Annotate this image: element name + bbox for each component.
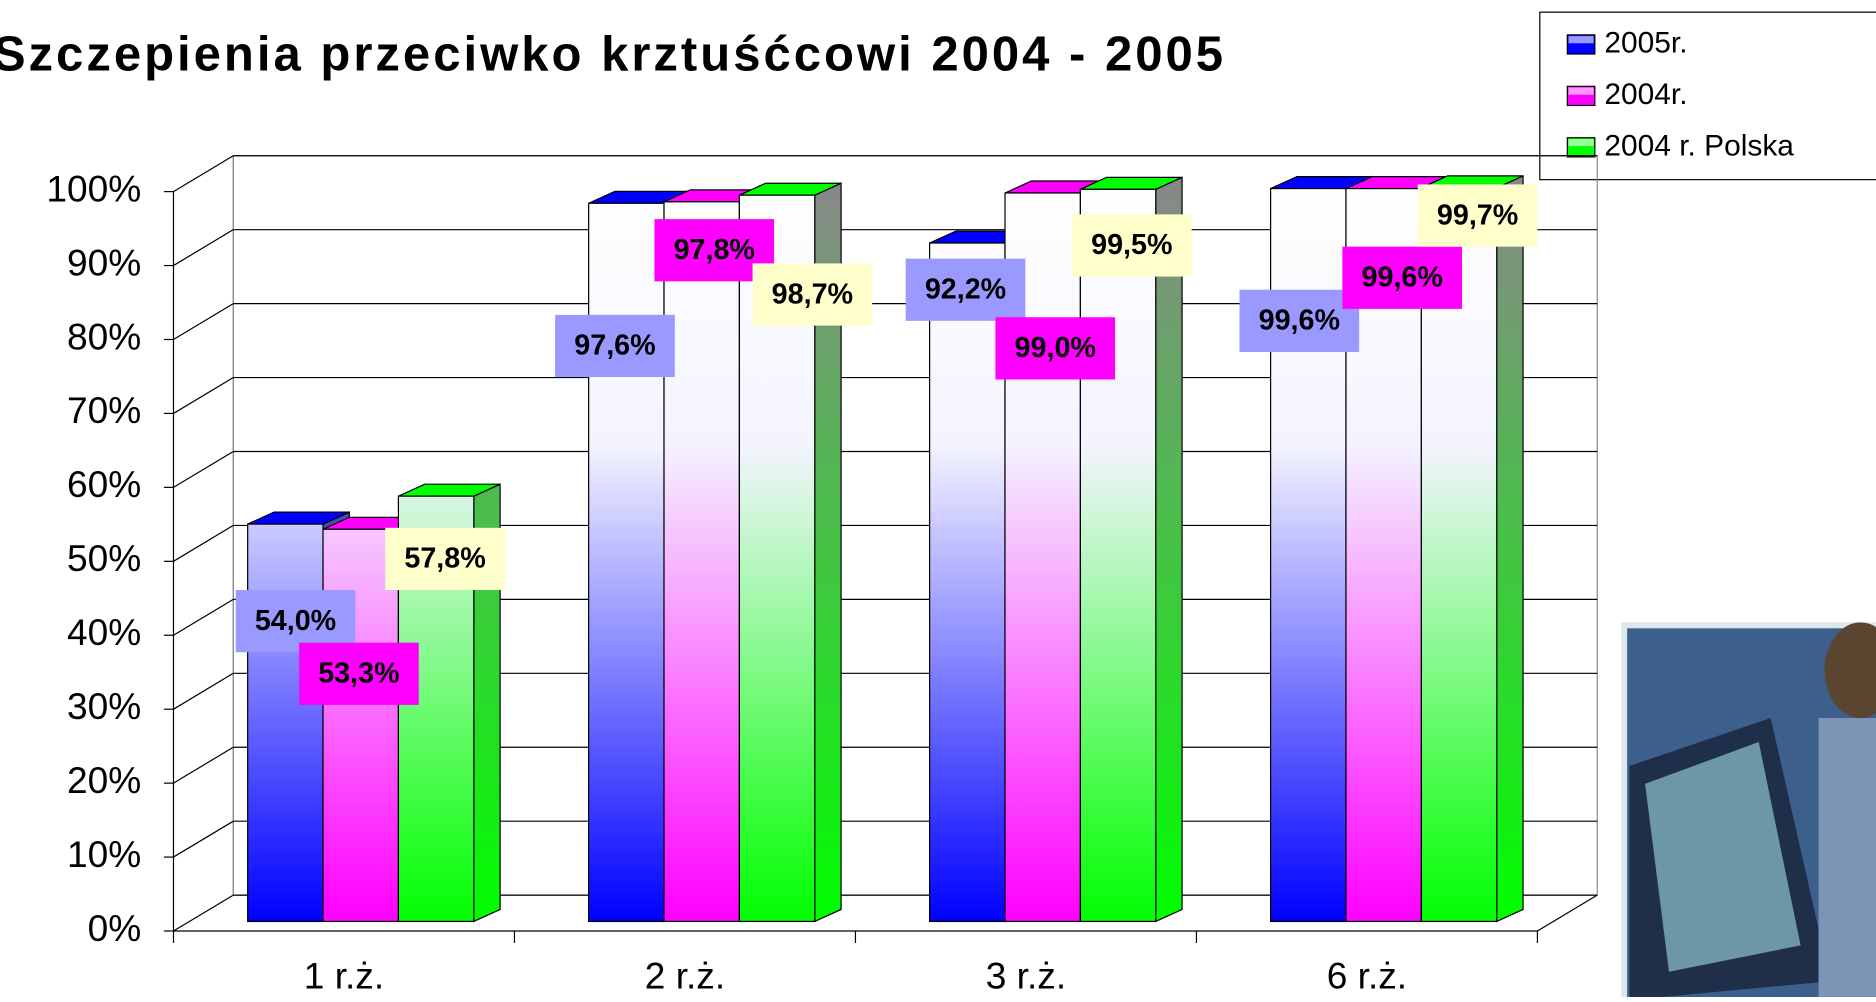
y-tick-label: 10% <box>67 833 141 875</box>
value-label: 99,7% <box>1437 199 1518 231</box>
grid-line-side <box>173 451 233 487</box>
grid-line-side <box>173 895 233 931</box>
photo <box>1621 622 1876 997</box>
legend-label: 2005r. <box>1604 26 1687 59</box>
value-label: 98,7% <box>772 278 853 310</box>
y-tick-label: 80% <box>67 315 141 357</box>
value-label: 97,6% <box>574 330 655 362</box>
value-label: 99,0% <box>1015 332 1096 364</box>
grid-line-side <box>173 304 233 340</box>
grid-line-side <box>173 747 233 783</box>
grid-line-side <box>173 156 233 192</box>
y-tick-label: 90% <box>67 241 141 283</box>
grid-line-side <box>173 230 233 266</box>
legend: 2005r. 2004r. 2004 r. Polska <box>1540 12 1876 180</box>
y-tick-label: 100% <box>46 167 141 209</box>
bar <box>664 202 739 922</box>
y-tick-label: 70% <box>67 389 141 431</box>
value-label: 99,6% <box>1362 262 1443 294</box>
chart-title: Szczepienia przeciwko krztuśćcowi 2004 -… <box>0 28 1226 82</box>
photo-wall <box>1819 718 1876 997</box>
legend-swatch-hl <box>1569 139 1594 146</box>
grid-line-side <box>173 821 233 857</box>
value-label: 57,8% <box>404 543 485 575</box>
x-tick-label: 2 r.ż. <box>645 955 725 997</box>
page: {"chart_data": {"type": "bar3d", "title"… <box>0 0 1876 1002</box>
value-label: 92,2% <box>925 273 1006 305</box>
value-label: 53,3% <box>318 658 399 690</box>
chart: Szczepienia przeciwko krztuśćcowi 2004 -… <box>0 0 1876 997</box>
x-tick-label: 3 r.ż. <box>986 955 1066 997</box>
x-tick-label: 1 r.ż. <box>304 955 384 997</box>
grid-line-side <box>173 525 233 561</box>
value-label: 97,8% <box>674 234 755 266</box>
value-label: 99,6% <box>1259 305 1340 337</box>
y-tick-label: 0% <box>88 907 142 949</box>
legend-label: 2004r. <box>1604 78 1687 111</box>
bar <box>930 243 1005 921</box>
x-tick-label: 6 r.ż. <box>1327 955 1407 997</box>
y-tick-label: 40% <box>67 611 141 653</box>
legend-swatch-hl <box>1569 88 1594 95</box>
legend-label: 2004 r. Polska <box>1604 129 1794 162</box>
grid-line-side <box>173 599 233 635</box>
y-tick-label: 60% <box>67 463 141 505</box>
bar <box>1080 189 1155 921</box>
value-label: 99,5% <box>1091 229 1172 261</box>
bar <box>248 524 323 921</box>
grid-line-side <box>173 673 233 709</box>
y-tick-label: 30% <box>67 685 141 727</box>
y-tick-label: 50% <box>67 537 141 579</box>
value-label: 54,0% <box>255 605 336 637</box>
grid-line-side <box>173 378 233 414</box>
legend-swatch-hl <box>1569 36 1594 43</box>
bar-side <box>1156 177 1182 921</box>
bar <box>589 203 664 921</box>
y-tick-label: 20% <box>67 759 141 801</box>
bar-side <box>1497 176 1523 922</box>
